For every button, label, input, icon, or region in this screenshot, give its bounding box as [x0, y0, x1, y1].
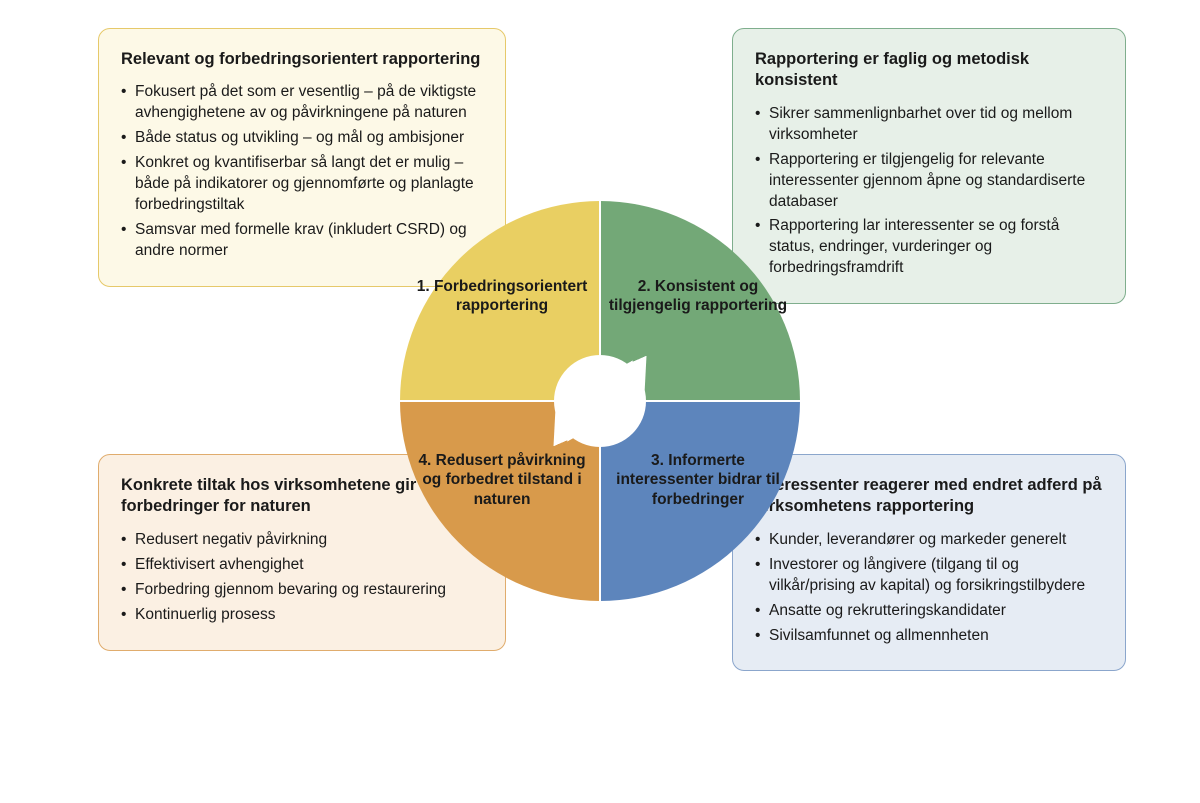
list-item: Fokusert på det som er vesentlig – på de…: [135, 82, 483, 124]
box-q3-heading: Interessenter reagerer med endret adferd…: [755, 475, 1103, 518]
list-item: Sivilsamfunnet og allmennheten: [769, 626, 1103, 647]
list-item: Investorer og långivere (tilgang til og …: [769, 555, 1103, 597]
box-q2-heading: Rapportering er faglig og metodisk konsi…: [755, 49, 1103, 92]
list-item: Ansatte og rekrutterings­kandidater: [769, 601, 1103, 622]
cycle-svg: [398, 199, 802, 603]
list-item: Rapportering er tilgjengelig for relevan…: [769, 150, 1103, 213]
list-item: Rapportering lar interessenter se og for…: [769, 216, 1103, 279]
list-item: Kunder, leverandører og markeder generel…: [769, 530, 1103, 551]
list-item: Sikrer sammenlignbarhet over tid og mell…: [769, 104, 1103, 146]
box-q3-list: Kunder, leverandører og markeder generel…: [755, 530, 1103, 647]
list-item: Både status og utvikling – og mål og amb…: [135, 128, 483, 149]
cycle-diagram: 1. Forbedringsorientert rapportering 2. …: [398, 199, 802, 603]
list-item: Kontinuerlig prosess: [135, 605, 483, 626]
box-q1-heading: Relevant og forbedringsorientert rapport…: [121, 49, 483, 70]
box-q2-list: Sikrer sammenlignbarhet over tid og mell…: [755, 104, 1103, 279]
